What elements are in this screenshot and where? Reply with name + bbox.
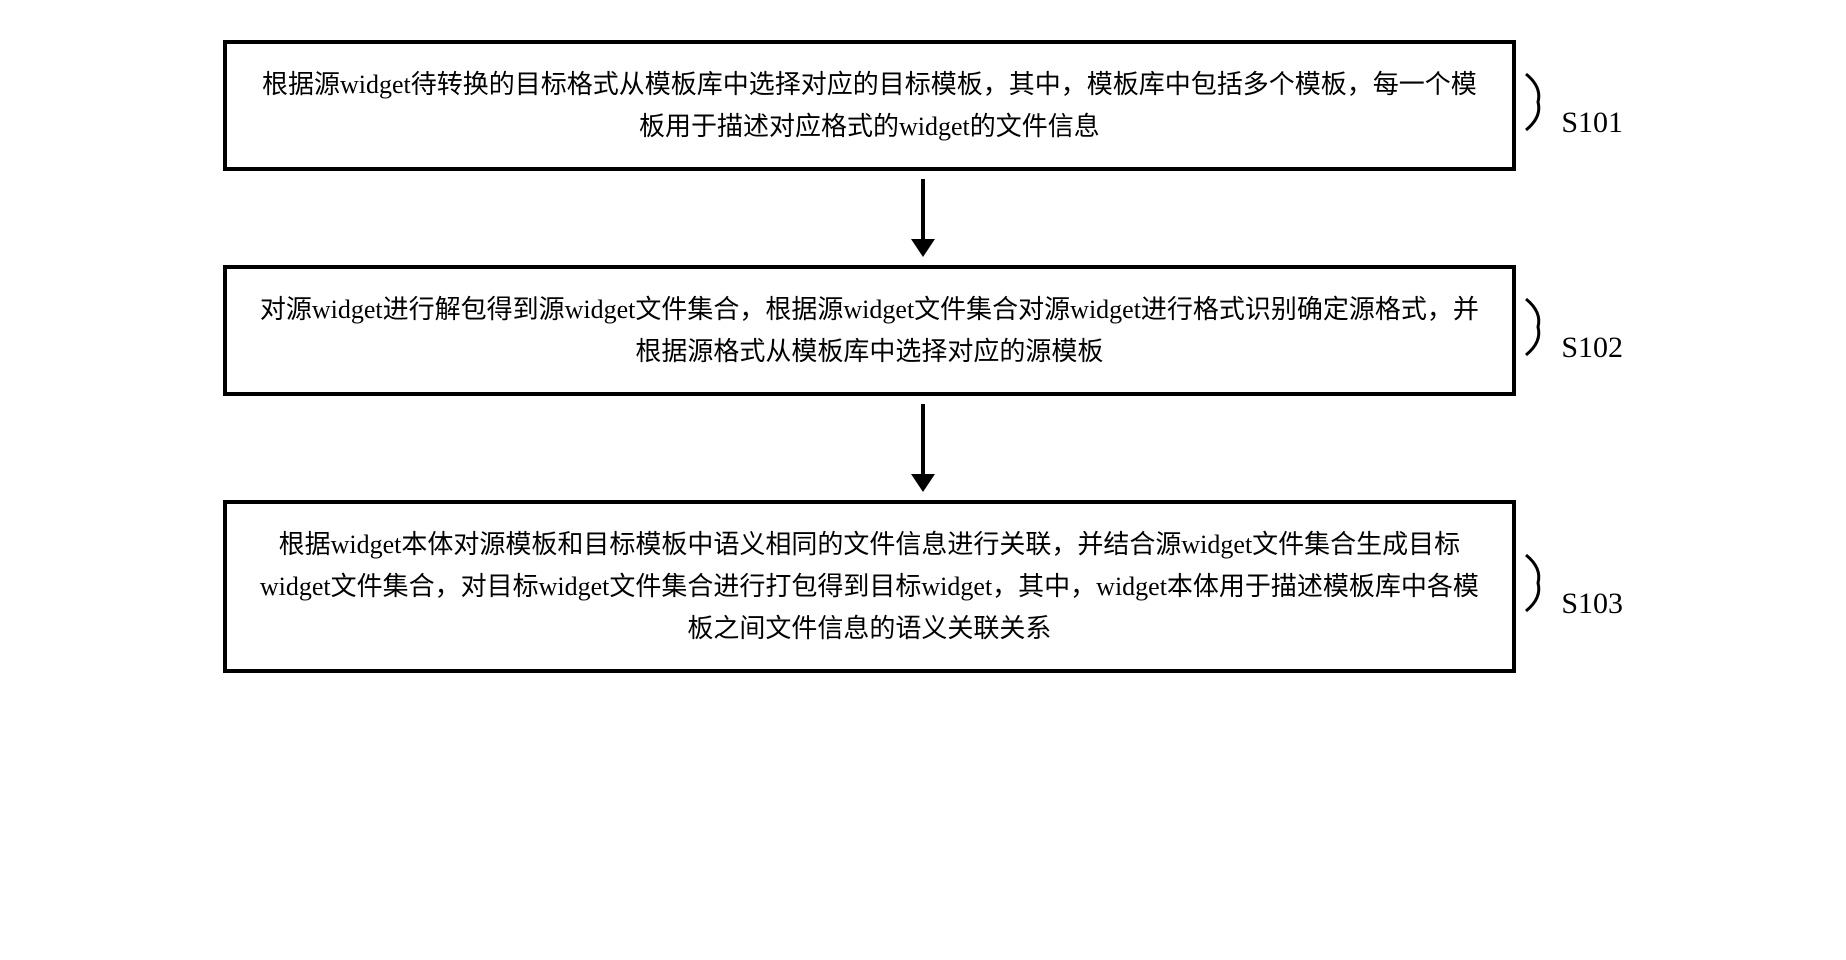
step-row-2: 对源widget进行解包得到源widget文件集合，根据源widget文件集合对… xyxy=(223,265,1623,396)
step-text-2: 对源widget进行解包得到源widget文件集合，根据源widget文件集合对… xyxy=(260,295,1479,366)
step-row-1: 根据源widget待转换的目标格式从模板库中选择对应的目标模板，其中，模板库中包… xyxy=(223,40,1623,171)
step-id-3: S103 xyxy=(1561,587,1623,620)
step-id-1: S101 xyxy=(1561,106,1623,139)
step-box-3: 根据widget本体对源模板和目标模板中语义相同的文件信息进行关联，并结合源wi… xyxy=(223,500,1516,673)
step-id-2: S102 xyxy=(1561,331,1623,364)
arrow-line-2 xyxy=(921,404,925,474)
arrow-2 xyxy=(911,404,935,492)
label-curve-icon xyxy=(1524,297,1554,357)
step-row-3: 根据widget本体对源模板和目标模板中语义相同的文件信息进行关联，并结合源wi… xyxy=(223,500,1623,673)
arrow-1 xyxy=(911,179,935,257)
step-box-2: 对源widget进行解包得到源widget文件集合，根据源widget文件集合对… xyxy=(223,265,1516,396)
arrow-head-icon xyxy=(911,239,935,257)
step-label-2: S102 xyxy=(1524,297,1623,365)
step-text-1: 根据源widget待转换的目标格式从模板库中选择对应的目标模板，其中，模板库中包… xyxy=(262,70,1477,141)
flowchart-container: 根据源widget待转换的目标格式从模板库中选择对应的目标模板，其中，模板库中包… xyxy=(223,40,1623,673)
label-curve-icon xyxy=(1524,553,1554,613)
arrow-line-1 xyxy=(921,179,925,239)
label-curve-icon xyxy=(1524,72,1554,132)
step-text-3: 根据widget本体对源模板和目标模板中语义相同的文件信息进行关联，并结合源wi… xyxy=(260,530,1479,642)
arrow-head-icon xyxy=(911,474,935,492)
step-label-3: S103 xyxy=(1524,553,1623,621)
step-label-1: S101 xyxy=(1524,72,1623,140)
step-box-1: 根据源widget待转换的目标格式从模板库中选择对应的目标模板，其中，模板库中包… xyxy=(223,40,1516,171)
